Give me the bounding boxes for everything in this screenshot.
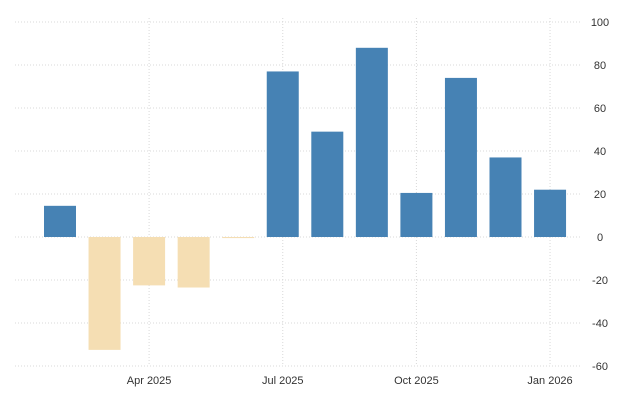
bar xyxy=(44,205,76,237)
bar xyxy=(444,77,477,238)
bar xyxy=(355,47,388,237)
bar xyxy=(266,71,299,237)
bars xyxy=(44,47,567,350)
y-tick-label: -40 xyxy=(592,318,608,330)
y-tick-label: 80 xyxy=(594,60,606,72)
bar xyxy=(534,189,567,237)
bar xyxy=(133,237,166,286)
y-tick-label: -20 xyxy=(592,275,608,287)
x-tick-label: Jul 2025 xyxy=(262,375,304,387)
bar xyxy=(400,192,433,237)
y-tick-label: -60 xyxy=(592,361,608,373)
bar xyxy=(489,157,522,237)
y-tick-label: 20 xyxy=(594,189,606,201)
y-tick-label: 0 xyxy=(597,232,603,244)
x-tick-label: Apr 2025 xyxy=(127,375,172,387)
bar xyxy=(311,131,344,237)
x-axis-tick-labels: Apr 2025 Jul 2025 Oct 2025 Jan 2026 xyxy=(127,375,573,387)
bar xyxy=(177,237,210,288)
x-tick-label: Oct 2025 xyxy=(394,375,439,387)
y-tick-label: 40 xyxy=(594,146,606,158)
x-tick-label: Jan 2026 xyxy=(527,375,572,387)
bar xyxy=(222,237,255,239)
y-tick-label: 60 xyxy=(594,103,606,115)
y-tick-label: 100 xyxy=(591,17,609,29)
bar xyxy=(88,237,121,350)
y-axis-tick-labels: -60 -40 -20 0 20 40 60 80 100 xyxy=(591,17,609,373)
